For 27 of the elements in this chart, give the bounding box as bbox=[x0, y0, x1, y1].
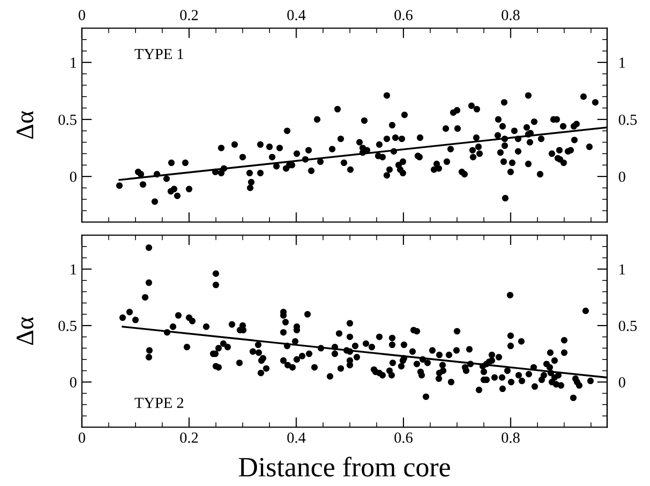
y-tick-label: 0 bbox=[70, 377, 76, 388]
y2-tick-label: 1 bbox=[620, 264, 625, 274]
y-axis-title: Δα bbox=[16, 111, 34, 139]
x-tick-label: 0.4 bbox=[287, 432, 306, 443]
y-tick-label: 0 bbox=[70, 172, 76, 182]
y-tick-label: 0.5 bbox=[58, 114, 76, 125]
x-tick-label: 0.8 bbox=[502, 10, 520, 20]
y2-tick-label: 0.5 bbox=[618, 114, 637, 125]
y-tick-label: 1 bbox=[70, 264, 76, 274]
x-tick-label: 0.2 bbox=[180, 10, 198, 20]
y2-tick-label: 0 bbox=[618, 172, 626, 182]
y2-tick-label: 0.5 bbox=[618, 320, 637, 332]
x-tick-label: 0.6 bbox=[394, 10, 413, 20]
x-axis-title: Distance from core bbox=[238, 456, 450, 477]
x-tick-label: 0 bbox=[78, 10, 86, 20]
x-tick-label: 0.2 bbox=[180, 432, 198, 443]
y-tick-label: 0.5 bbox=[58, 320, 76, 332]
y2-tick-label: 1 bbox=[620, 58, 625, 68]
x-tick-label: 0.6 bbox=[394, 432, 413, 443]
annotation: TYPE 1 bbox=[134, 48, 184, 60]
y2-tick-label: 0 bbox=[618, 377, 626, 388]
x-tick-label: 0.8 bbox=[502, 432, 520, 443]
y-tick-label: 1 bbox=[70, 58, 76, 68]
x-tick-label: 0 bbox=[78, 432, 86, 443]
y-axis-title: Δα bbox=[16, 317, 34, 345]
annotation: TYPE 2 bbox=[134, 398, 184, 408]
x-tick-label: 0.4 bbox=[287, 10, 306, 20]
